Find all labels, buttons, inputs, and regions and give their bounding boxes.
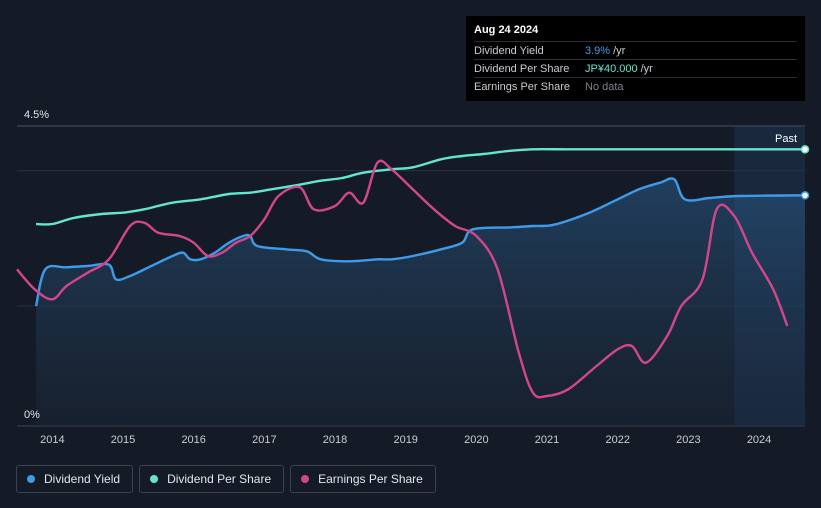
- tooltip-panel: Aug 24 2024 Dividend Yield 3.9% /yr Divi…: [466, 16, 805, 101]
- x-tick-label: 2014: [40, 434, 64, 446]
- tooltip-label: Dividend Per Share: [474, 62, 570, 75]
- tooltip-date: Aug 24 2024: [474, 24, 539, 36]
- x-tick-label: 2023: [676, 434, 700, 446]
- tooltip-row-dividend-yield: Dividend Yield 3.9% /yr: [474, 41, 797, 59]
- dividend-per-share-end-marker: [800, 145, 810, 154]
- series-layer: [16, 145, 810, 426]
- x-tick-label: 2018: [323, 434, 347, 446]
- legend-item-dividend-per-share[interactable]: Dividend Per Share: [139, 465, 285, 493]
- tooltip-unit: /yr: [613, 44, 626, 57]
- legend-dot-icon: [301, 475, 310, 483]
- tooltip-label: Earnings Per Share: [474, 80, 570, 93]
- past-label: Past: [775, 133, 797, 145]
- y-axis-top-label: 4.5%: [24, 109, 49, 121]
- x-tick-label: 2016: [181, 434, 205, 446]
- y-axis-bottom-label: 0%: [24, 409, 40, 421]
- legend-label: Earnings Per Share: [318, 472, 423, 486]
- tooltip-value: No data: [585, 80, 624, 93]
- tooltip-row-dividend-per-share: Dividend Per Share JP¥40.000 /yr: [474, 59, 797, 77]
- axis-labels: 4.5% 0% Past 2014 2015 2016 2017 2018 2019 2020 20…: [24, 109, 797, 446]
- tooltip-row-earnings-per-share: Earnings Per Share No data: [474, 77, 797, 95]
- earnings-per-share-line: [16, 159, 789, 399]
- legend-dot-icon: [150, 475, 159, 483]
- x-tick-label: 2021: [535, 434, 559, 446]
- dividend-per-share-line: [36, 148, 805, 226]
- tooltip-label: Dividend Yield: [474, 44, 544, 57]
- legend: Dividend Yield Dividend Per Share Earnin…: [16, 465, 436, 493]
- x-tick-label: 2022: [605, 434, 629, 446]
- legend-dot-icon: [27, 475, 35, 483]
- tooltip-value: JP¥40.000: [585, 62, 638, 75]
- legend-item-earnings-per-share[interactable]: Earnings Per Share: [290, 465, 436, 493]
- x-tick-label: 2015: [111, 434, 135, 446]
- dividend-yield-area: [36, 178, 806, 426]
- tooltip-unit: /yr: [640, 62, 653, 75]
- x-tick-label: 2024: [747, 434, 771, 446]
- dividend-yield-end-marker: [800, 191, 810, 200]
- x-tick-label: 2020: [464, 434, 488, 446]
- dividend-yield-line: [34, 177, 806, 307]
- legend-label: Dividend Yield: [44, 472, 121, 486]
- x-tick-label: 2019: [393, 434, 417, 446]
- tooltip-value: 3.9%: [585, 44, 611, 57]
- x-tick-label: 2017: [252, 434, 276, 446]
- legend-item-dividend-yield[interactable]: Dividend Yield: [16, 465, 134, 493]
- legend-label: Dividend Per Share: [167, 472, 272, 486]
